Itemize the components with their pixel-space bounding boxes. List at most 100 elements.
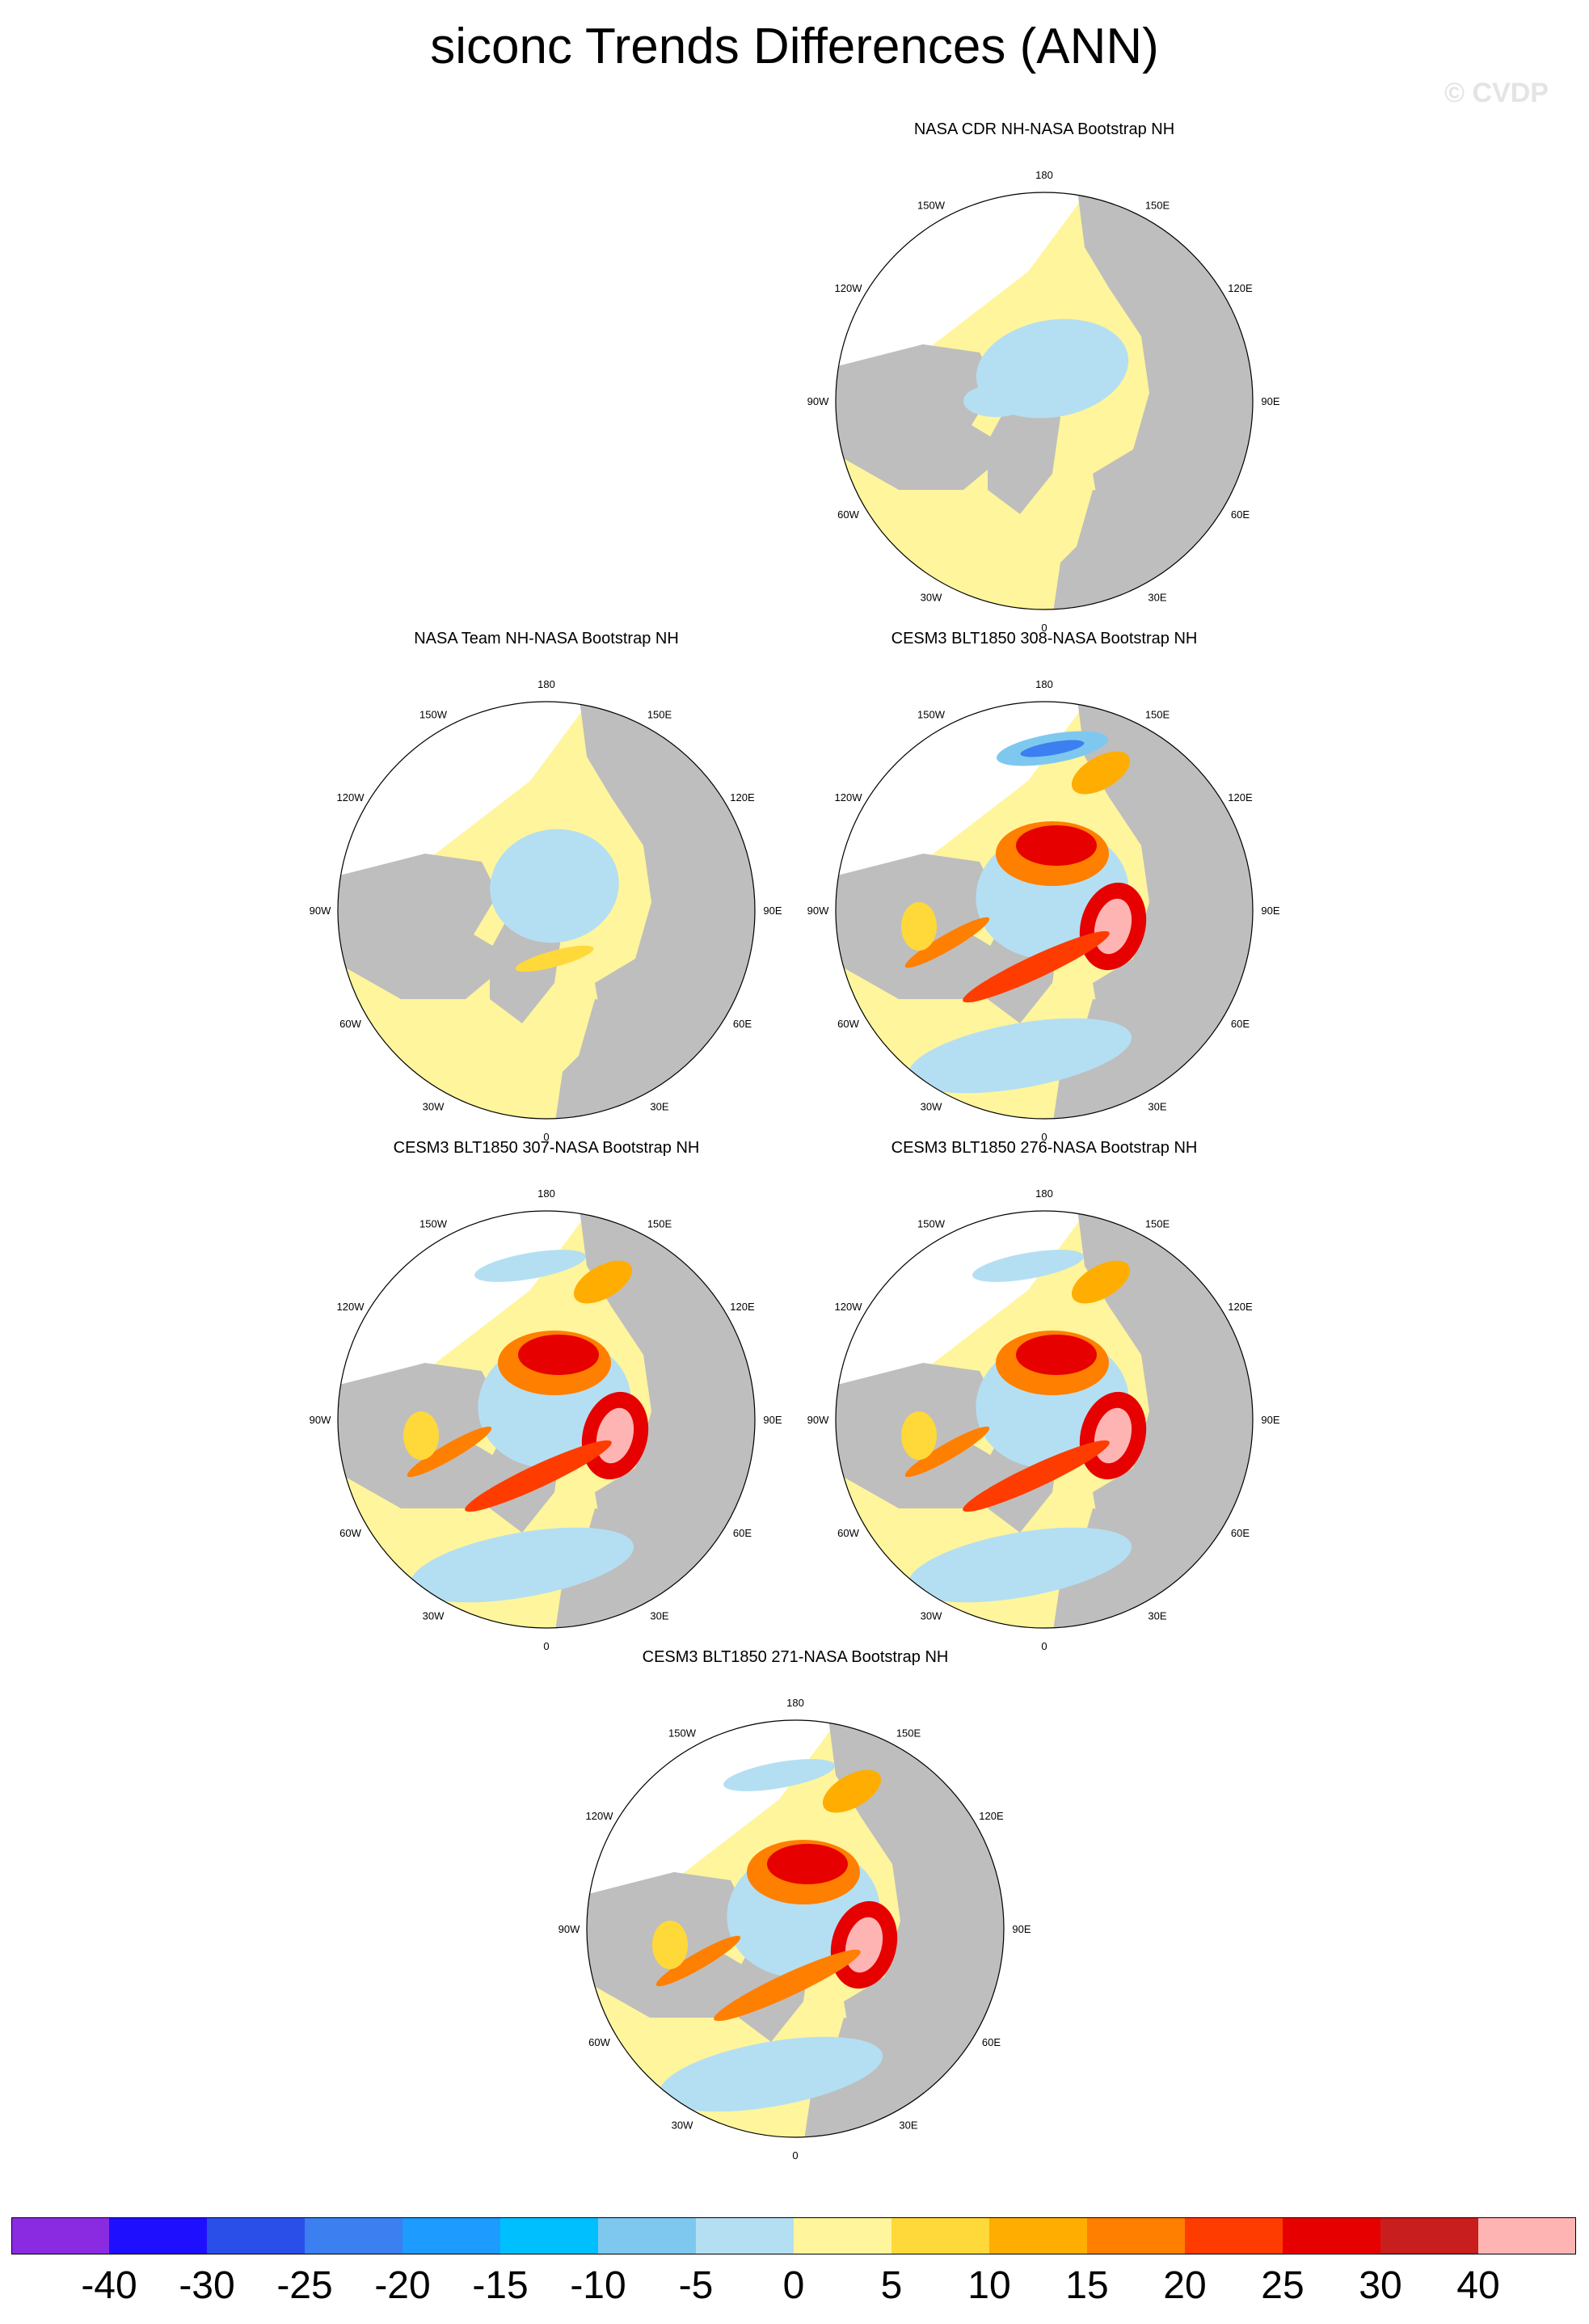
panel-title: CESM3 BLT1850 307-NASA Bootstrap NH	[393, 1139, 700, 1157]
longitude-label-left_upper: 120W	[835, 1301, 863, 1313]
longitude-label-top: 180	[1035, 169, 1053, 181]
longitude-label-top_right: 150E	[896, 1727, 921, 1740]
channel-negative-small	[963, 385, 1028, 417]
longitude-label-left_lower: 60W	[837, 1527, 859, 1539]
colorbar-swatch	[109, 2217, 208, 2254]
polar-map: 180 150E 120E 90E 60E 30E 0 30W 60W 90W 120W 150W	[558, 1697, 1031, 2162]
colorbar-swatch	[1185, 2217, 1283, 2254]
colorbar-label: 30	[1359, 2264, 1402, 2307]
longitude-label-left: 90W	[807, 395, 829, 407]
polar-map: 180 150E 120E 90E 60E 30E 0 30W 60W 90W 120W 150W	[310, 678, 782, 1143]
labrador-band	[904, 1426, 990, 1478]
colorbar-label: 15	[1065, 2264, 1109, 2307]
longitude-label-top_right: 150E	[647, 1218, 672, 1230]
colorbar-swatch	[207, 2217, 306, 2254]
colorbar-labels: -40 -30 -25 -20 -15 -10 -5 0 5 10 15 20 25 30 40	[0, 2263, 1589, 2312]
longitude-label-bottom: 0	[1041, 1131, 1047, 1143]
hudson-bay-positive	[403, 1411, 439, 1460]
bering-negative	[474, 1250, 586, 1282]
longitude-label-bottom: 0	[543, 1640, 549, 1652]
colorbar-label: -10	[570, 2264, 626, 2307]
polar-map: 180 150E 120E 90E 60E 30E 0 30W 60W 90W 120W 150W	[807, 169, 1280, 634]
colorbar-swatch	[1283, 2217, 1381, 2254]
colorbar-swatch	[598, 2217, 697, 2254]
longitude-label-top: 180	[786, 1697, 804, 1709]
longitude-label-left_lower: 60W	[588, 2036, 610, 2048]
labrador-band	[407, 1426, 492, 1478]
longitude-label-top_right: 150E	[647, 709, 672, 721]
longitude-label-left: 90W	[807, 1414, 829, 1426]
longitude-label-bottom_left: 30W	[423, 1100, 445, 1112]
longitude-label-right_upper: 120E	[730, 791, 755, 803]
land-scandinavia	[1077, 490, 1141, 587]
colorbar-label: -20	[374, 2264, 431, 2307]
longitude-label-right_upper: 120E	[979, 1810, 1004, 1822]
longitude-label-top_right: 150E	[1145, 200, 1170, 212]
map-boundary	[835, 701, 1254, 1120]
colorbar-label: 40	[1456, 2264, 1500, 2307]
longitude-label-top: 180	[537, 1187, 555, 1200]
greenland-sea-band	[963, 930, 1110, 1003]
longitude-label-bottom: 0	[1041, 622, 1047, 634]
map-field	[338, 702, 755, 1119]
arctic-negative-small	[490, 829, 619, 943]
land-greenland	[988, 397, 1060, 514]
arctic-positive-30	[1016, 825, 1097, 866]
longitude-label-left: 90W	[310, 905, 331, 917]
map-boundary	[835, 192, 1254, 610]
map-field	[836, 1211, 1253, 1628]
longitude-label-bottom_right: 30E	[1148, 591, 1166, 603]
land-scandinavia	[579, 999, 643, 1096]
greenland-sea-band	[714, 1949, 861, 2022]
labrador-band	[655, 1935, 741, 1987]
atlantic-negative-small	[659, 2036, 883, 2112]
longitude-label-top_left: 150W	[917, 709, 946, 721]
hudson-bay-positive	[901, 1411, 937, 1460]
longitude-label-left_lower: 60W	[339, 1527, 361, 1539]
longitude-label-right_upper: 120E	[730, 1301, 755, 1313]
arctic-positive-30	[767, 1844, 848, 1884]
colorbar-label: -25	[276, 2264, 333, 2307]
panel-title: CESM3 BLT1850 271-NASA Bootstrap NH	[642, 1648, 949, 1666]
colorbar-label: 0	[782, 2264, 805, 2307]
longitude-label-bottom: 0	[543, 1131, 549, 1143]
colorbar-swatch	[11, 2217, 110, 2254]
map-boundary	[835, 1210, 1254, 1629]
longitude-label-bottom_right: 30E	[899, 2119, 917, 2131]
watermark: © CVDP	[1444, 78, 1549, 108]
colorbar-swatch	[305, 2217, 403, 2254]
colorbar-swatch	[403, 2217, 501, 2254]
map-boundary	[337, 701, 756, 1120]
okhotsk-positive	[822, 1769, 882, 1813]
panel-title: CESM3 BLT1850 276-NASA Bootstrap NH	[891, 1139, 1198, 1157]
map-panel: NASA Team NH-NASA Bootstrap NH 180 150E 120…	[288, 630, 805, 1148]
labrador-band	[904, 917, 990, 968]
longitude-label-right: 90E	[1261, 905, 1279, 917]
longitude-label-right_lower: 60E	[733, 1527, 752, 1539]
longitude-label-left_lower: 60W	[339, 1018, 361, 1030]
map-boundary	[337, 1210, 756, 1629]
colorbar-swatch	[500, 2217, 599, 2254]
longitude-label-top: 180	[537, 678, 555, 690]
longitude-label-right_upper: 120E	[1228, 282, 1253, 294]
longitude-label-right_lower: 60E	[982, 2036, 1001, 2048]
map-field	[836, 702, 1253, 1119]
longitude-label-right_lower: 60E	[733, 1018, 752, 1030]
colorbar-label: 10	[967, 2264, 1011, 2307]
longitude-label-left_upper: 120W	[337, 1301, 365, 1313]
longitude-label-bottom: 0	[792, 2149, 798, 2162]
colorbar-outline	[11, 2217, 1576, 2254]
longitude-label-right: 90E	[763, 905, 782, 917]
longitude-label-left: 90W	[310, 1414, 331, 1426]
longitude-label-bottom_right: 30E	[1148, 1100, 1166, 1112]
longitude-label-left: 90W	[807, 905, 829, 917]
longitude-label-bottom_right: 30E	[1148, 1609, 1166, 1622]
map-panel: NASA CDR NH-NASA Bootstrap NH 180 150E 120E…	[786, 120, 1303, 639]
colorbar-swatch	[1380, 2217, 1479, 2254]
longitude-label-right_lower: 60E	[1231, 1018, 1250, 1030]
longitude-label-bottom: 0	[1041, 1640, 1047, 1652]
colorbar-label: -5	[678, 2264, 714, 2307]
longitude-label-right: 90E	[1261, 1414, 1279, 1426]
longitude-label-right_lower: 60E	[1231, 508, 1250, 521]
hudson-bay-positive	[652, 1921, 688, 1969]
